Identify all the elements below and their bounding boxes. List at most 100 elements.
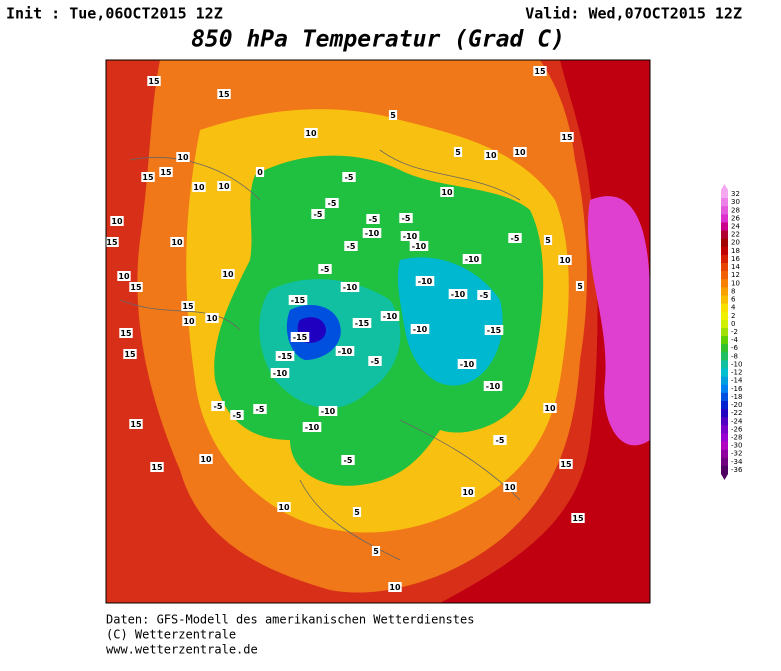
contour-label: -5 bbox=[496, 436, 505, 445]
contour-label: -10 bbox=[365, 229, 380, 238]
contour-label-box bbox=[123, 349, 137, 359]
contour-label-box bbox=[513, 147, 527, 157]
contour-label: -10 bbox=[418, 277, 433, 286]
footer-line: Daten: GFS-Modell des amerikanischen Wet… bbox=[106, 613, 474, 627]
init-time: Init : Tue,06OCT2015 12Z bbox=[6, 5, 223, 23]
legend-swatch bbox=[721, 230, 728, 239]
contour-label-box bbox=[380, 311, 400, 321]
legend-label: -26 bbox=[731, 425, 743, 433]
contour-label: -15 bbox=[487, 326, 502, 335]
legend-label: 28 bbox=[731, 206, 740, 214]
contour-label-box bbox=[192, 182, 206, 192]
legend-label: 8 bbox=[731, 287, 735, 295]
legend-swatch bbox=[721, 198, 728, 207]
contour-label: -5 bbox=[402, 214, 411, 223]
contour-label-box bbox=[302, 422, 322, 432]
contour-label: 10 bbox=[200, 455, 212, 464]
legend-swatch bbox=[721, 344, 728, 353]
legend-swatch bbox=[721, 417, 728, 426]
contour-label-box bbox=[462, 254, 482, 264]
legend-swatch bbox=[721, 360, 728, 369]
contour-label: -10 bbox=[451, 290, 466, 299]
contour-label: -5 bbox=[321, 265, 330, 274]
contour-label-box bbox=[288, 295, 308, 305]
contour-label-box bbox=[270, 368, 290, 378]
legend-swatch bbox=[721, 376, 728, 386]
contour-label-box bbox=[543, 235, 553, 245]
contour-label-box bbox=[571, 513, 585, 523]
contour-label-box bbox=[371, 546, 381, 556]
legend-swatch bbox=[721, 238, 728, 248]
contour-label: -10 bbox=[273, 369, 288, 378]
contour-label-box bbox=[484, 150, 498, 160]
legend-label: 0 bbox=[731, 320, 735, 328]
contour-label-box bbox=[341, 455, 355, 465]
contour-label-box bbox=[410, 324, 430, 334]
contour-label: -10 bbox=[343, 283, 358, 292]
legend-swatch bbox=[721, 263, 728, 272]
legend-label: 26 bbox=[731, 214, 740, 222]
contour-label: 15 bbox=[561, 133, 573, 142]
contour-label-box bbox=[484, 325, 504, 335]
contour-label: 10 bbox=[278, 503, 290, 512]
legend-swatch bbox=[721, 279, 728, 288]
contour-label-box bbox=[110, 216, 124, 226]
contour-label: 10 bbox=[544, 404, 556, 413]
legend-label: 20 bbox=[731, 239, 740, 247]
contour-label: 10 bbox=[111, 217, 123, 226]
legend-swatch bbox=[721, 465, 728, 475]
legend-label: -30 bbox=[731, 442, 742, 450]
legend-swatch bbox=[721, 425, 728, 434]
legend-label: -16 bbox=[731, 385, 743, 393]
contour-label-box bbox=[182, 316, 196, 326]
contour-label-box bbox=[352, 507, 362, 517]
legend-label: -18 bbox=[731, 393, 742, 401]
legend-label: -32 bbox=[731, 450, 742, 458]
legend-swatch bbox=[721, 206, 728, 215]
contour-label-box bbox=[440, 187, 454, 197]
legend-swatch bbox=[721, 441, 728, 450]
contour-label-box bbox=[477, 290, 491, 300]
legend-label: -8 bbox=[731, 352, 738, 360]
legend-swatch bbox=[721, 327, 728, 337]
legend-label: 16 bbox=[731, 255, 740, 263]
contour-label-box bbox=[141, 172, 155, 182]
contour-label-box bbox=[253, 404, 267, 414]
map-title: 850 hPa Temperatur (Grad C) bbox=[191, 27, 565, 53]
legend-swatch bbox=[721, 433, 728, 442]
contour-label-box bbox=[318, 264, 332, 274]
contour-label-box bbox=[399, 213, 413, 223]
legend-arrow-bottom bbox=[721, 474, 728, 480]
legend-swatch bbox=[721, 449, 728, 459]
legend-swatch bbox=[721, 246, 728, 256]
contour-label: 10 bbox=[559, 256, 571, 265]
legend-label: -34 bbox=[731, 458, 743, 466]
contour-label: 15 bbox=[120, 329, 132, 338]
legend-swatch bbox=[721, 254, 728, 264]
contour-label-box bbox=[344, 241, 358, 251]
contour-label-box bbox=[199, 454, 213, 464]
legend-label: -22 bbox=[731, 409, 742, 417]
contour-label: 15 bbox=[130, 420, 142, 429]
contour-label: -10 bbox=[305, 423, 320, 432]
contour-label: 5 bbox=[373, 547, 379, 556]
contour-label: 10 bbox=[177, 153, 189, 162]
contour-label: 15 bbox=[560, 460, 572, 469]
legend-swatch bbox=[721, 214, 728, 223]
contour-label-box bbox=[170, 237, 184, 247]
coastline bbox=[119, 149, 521, 561]
legend-swatch bbox=[721, 400, 728, 410]
contour-label: 15 bbox=[160, 168, 172, 177]
contour-label-box bbox=[362, 228, 382, 238]
contour-label-box bbox=[255, 167, 265, 177]
legend-swatch bbox=[721, 352, 728, 361]
contour-label-box bbox=[415, 276, 435, 286]
contour-label: 0 bbox=[257, 168, 263, 177]
legend-swatch bbox=[721, 311, 728, 321]
legend-swatch bbox=[721, 303, 728, 313]
contour-label-box bbox=[388, 582, 402, 592]
color-legend: 32302826242220181614121086420-2-4-6-8-10… bbox=[721, 184, 743, 480]
contour-label-box bbox=[119, 328, 133, 338]
contour-label-box bbox=[129, 282, 143, 292]
